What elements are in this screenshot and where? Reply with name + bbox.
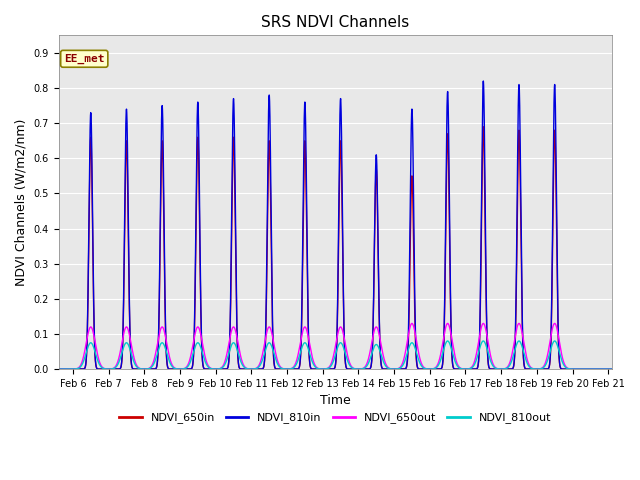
Title: SRS NDVI Channels: SRS NDVI Channels <box>261 15 410 30</box>
Text: EE_met: EE_met <box>64 54 104 64</box>
X-axis label: Time: Time <box>320 395 351 408</box>
Legend: NDVI_650in, NDVI_810in, NDVI_650out, NDVI_810out: NDVI_650in, NDVI_810in, NDVI_650out, NDV… <box>115 408 556 428</box>
Y-axis label: NDVI Channels (W/m2/nm): NDVI Channels (W/m2/nm) <box>15 119 28 286</box>
